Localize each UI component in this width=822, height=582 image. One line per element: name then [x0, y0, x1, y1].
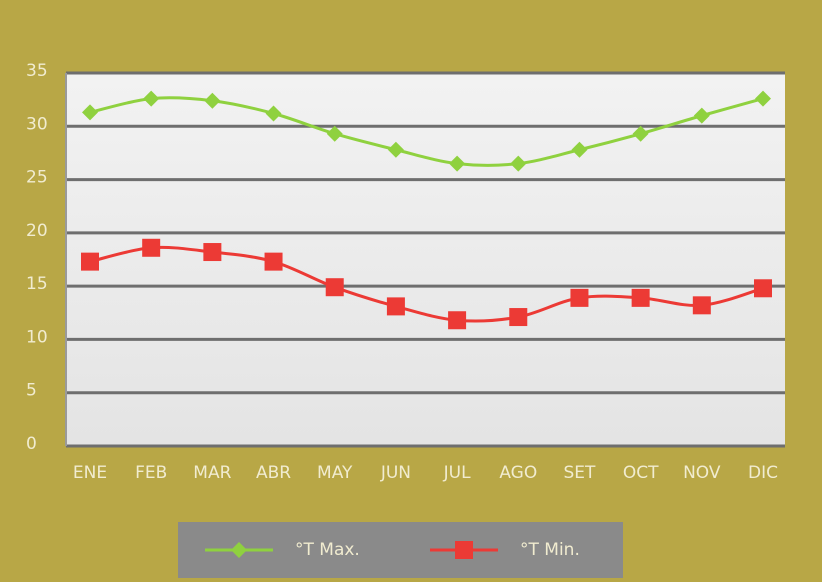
x-tick-label: NOV — [683, 463, 721, 483]
point-marker — [386, 297, 405, 316]
x-tick-label: JUN — [380, 463, 411, 483]
y-tick-label: 35 — [26, 61, 48, 81]
y-tick-label: 0 — [26, 434, 37, 454]
point-marker — [203, 243, 222, 262]
plot-area — [66, 73, 785, 446]
point-marker — [265, 105, 282, 122]
x-tick-label: SET — [563, 463, 596, 483]
y-tick-label: 20 — [26, 221, 48, 241]
point-marker — [571, 141, 588, 158]
x-tick-label: ENE — [73, 463, 107, 483]
x-tick-label: FEB — [135, 463, 167, 483]
point-marker — [693, 107, 710, 124]
point-marker — [510, 155, 527, 172]
x-tick-label: JUL — [443, 463, 471, 483]
point-marker — [325, 278, 344, 297]
x-tick-label: OCT — [623, 463, 659, 483]
point-marker — [231, 542, 247, 558]
x-tick-label: DIC — [748, 463, 778, 483]
point-marker — [631, 288, 650, 307]
point-marker — [570, 288, 589, 307]
legend-label: °T Min. — [520, 540, 580, 560]
point-marker — [754, 279, 772, 298]
point-marker — [449, 155, 466, 172]
y-tick-label: 30 — [26, 114, 48, 134]
point-marker — [632, 125, 649, 142]
y-tick-label: 15 — [26, 274, 48, 294]
point-marker — [448, 311, 467, 330]
point-marker — [455, 541, 473, 559]
legend-label: °T Max. — [295, 540, 360, 560]
x-tick-label: ABR — [256, 463, 291, 483]
point-marker — [82, 104, 98, 121]
y-tick-label: 5 — [26, 381, 37, 401]
point-marker — [509, 308, 528, 327]
x-tick-label: MAR — [193, 463, 231, 483]
point-marker — [204, 92, 221, 109]
point-marker — [143, 90, 160, 107]
point-marker — [387, 141, 404, 158]
point-marker — [264, 252, 283, 271]
point-marker — [81, 252, 99, 271]
point-marker — [755, 90, 771, 107]
y-tick-label: 10 — [26, 327, 48, 347]
point-marker — [142, 238, 161, 257]
x-tick-label: AGO — [499, 463, 537, 483]
x-tick-label: MAY — [317, 463, 353, 483]
point-marker — [326, 125, 343, 142]
point-marker — [692, 296, 711, 315]
y-tick-label: 25 — [26, 168, 48, 188]
